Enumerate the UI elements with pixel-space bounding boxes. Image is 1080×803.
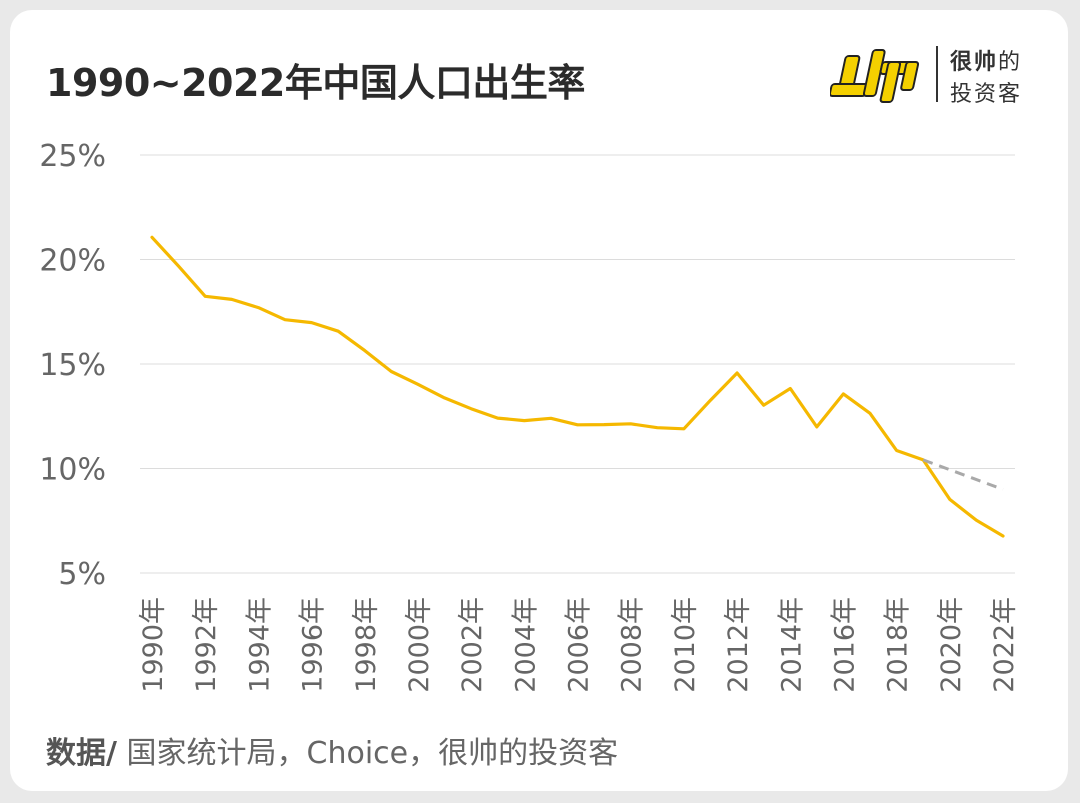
x-tick-label: 2014年 [776, 597, 807, 693]
source-text: 国家统计局，Choice，很帅的投资客 [116, 736, 619, 771]
y-tick-label: 10% [39, 453, 106, 488]
chart-title: 1990~2022年中国人口出生率 [46, 61, 585, 105]
x-tick-label: 2008年 [617, 597, 648, 693]
source-label: 数据/ [46, 736, 117, 771]
x-tick-label: 1990年 [138, 597, 169, 693]
x-tick-label: 2012年 [723, 597, 754, 693]
x-tick-label: 1994年 [244, 597, 275, 693]
x-tick-label: 1992年 [191, 597, 222, 693]
logo-text-bold: 很帅 [950, 50, 999, 75]
logo-text-rest: 的 [998, 50, 1023, 75]
chart-card: 1990~2022年中国人口出生率 很帅的 投资客 数据/ 国家统计局，Choi… [10, 10, 1068, 791]
x-axis-ticks: 1990年 1992年 1994年 1996年 1998年 2000年 2002年 2004年… [138, 597, 1020, 693]
x-tick-label: 2002年 [457, 597, 488, 693]
source-note: 数据/ 国家统计局，Choice，很帅的投资客 [46, 728, 618, 772]
series-layer [150, 235, 1005, 538]
projection-trend-line [922, 458, 1004, 491]
x-tick-label: 2022年 [989, 597, 1020, 693]
y-tick-label: 20% [39, 244, 106, 279]
brand-logo: 很帅的 投资客 [830, 40, 1050, 110]
x-tick-label: 2006年 [564, 597, 595, 693]
logo-divider [936, 46, 938, 102]
logo-mark-icon [830, 49, 920, 103]
grid-layer [140, 154, 1015, 574]
birth-rate-line [150, 235, 1005, 538]
x-tick-label: 2004年 [510, 597, 541, 693]
x-tick-label: 2020年 [936, 597, 967, 693]
logo-text-line2: 投资客 [950, 82, 1023, 107]
x-tick-label: 2010年 [670, 597, 701, 693]
x-tick-label: 2016年 [829, 597, 860, 693]
x-tick-label: 1996年 [298, 597, 329, 693]
y-tick-label: 15% [39, 348, 106, 383]
logo-text-line1: 很帅的 [950, 44, 1022, 76]
x-tick-label: 2000年 [404, 597, 435, 693]
y-tick-label: 5% [58, 557, 106, 592]
x-tick-label: 1998年 [351, 597, 382, 693]
x-tick-label: 2018年 [883, 597, 914, 693]
y-axis-ticks: 25% 20% 15% 10% 5% [39, 139, 106, 592]
y-tick-label: 25% [39, 139, 106, 174]
